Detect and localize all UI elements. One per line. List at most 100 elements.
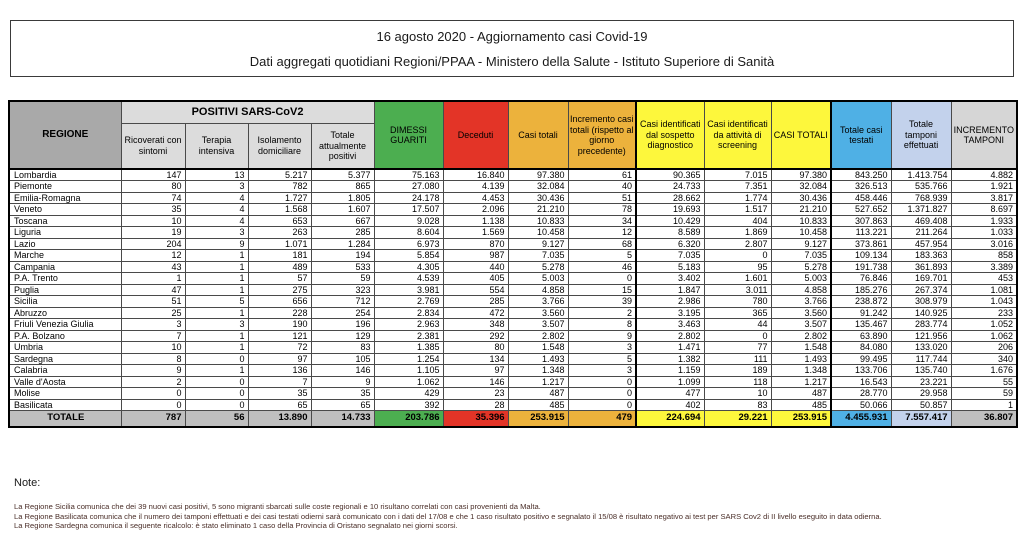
value-cell: 7.557.417 [890, 410, 952, 427]
value-cell: 1.805 [310, 191, 375, 204]
col-header-totale-attualmente-positivi: Totale attualmente positivi [310, 122, 375, 170]
value-cell: 224.694 [635, 410, 705, 427]
value-cell: 56 [184, 410, 249, 427]
value-cell: 0 [703, 249, 772, 262]
value-cell: 8 [120, 352, 186, 365]
table-body: Lombardia 147 13 5.217 5.377 75.163 16.840 97.3… [8, 168, 1018, 427]
value-cell: 40 [567, 180, 637, 193]
value-cell: 3.507 [507, 318, 569, 331]
value-cell: 50.857 [890, 398, 952, 411]
value-cell: 472 [442, 306, 509, 319]
value-cell: 485 [770, 398, 832, 411]
value-cell: 238.872 [830, 295, 892, 308]
value-cell: 10.458 [770, 226, 832, 239]
value-cell: 19.693 [635, 203, 705, 216]
table-row: Molise 0 0 35 35 429 23 487 0 477 10 487 28.770 29.95… [8, 387, 1018, 400]
value-cell: 782 [247, 180, 312, 193]
value-cell: 3.817 [950, 191, 1018, 204]
value-cell: 24.178 [373, 191, 444, 204]
table-row: Piemonte 80 3 782 865 27.080 4.139 32.084 40 24.7… [8, 180, 1018, 193]
value-cell: 135.467 [830, 318, 892, 331]
value-cell: 263 [247, 226, 312, 239]
value-cell: 489 [247, 260, 312, 273]
value-cell: 485 [507, 398, 569, 411]
value-cell: 15 [567, 283, 637, 296]
region-name-cell: Marche [8, 249, 122, 262]
value-cell: 1.548 [770, 341, 832, 354]
region-name-cell: Sicilia [8, 295, 122, 308]
value-cell: 5 [567, 249, 637, 262]
value-cell: 3 [184, 180, 249, 193]
value-cell: 533 [310, 260, 375, 273]
value-cell: 50.066 [830, 398, 892, 411]
col-header-incremento-casi-totali: Incremento casi totali (rispetto al gior… [567, 100, 637, 170]
value-cell: 21.210 [770, 203, 832, 216]
value-cell: 185.276 [830, 283, 892, 296]
value-cell: 129 [310, 329, 375, 342]
value-cell: 75.163 [373, 168, 444, 181]
value-cell: 5.377 [310, 168, 375, 181]
value-cell: 147 [120, 168, 186, 181]
value-cell: 0 [184, 398, 249, 411]
value-cell: 3 [184, 318, 249, 331]
value-cell: 65 [310, 398, 375, 411]
value-cell: 233 [950, 306, 1018, 319]
value-cell: 1 [184, 364, 249, 377]
value-cell: 204 [120, 237, 186, 250]
value-cell: 1.348 [507, 364, 569, 377]
note-line: La Regione Sardegna comunica il seguente… [14, 521, 458, 531]
value-cell: 16.840 [442, 168, 509, 181]
value-cell: 80 [442, 341, 509, 354]
region-name-cell: TOTALE [8, 410, 122, 427]
covid-data-table: REGIONE POSITIVI SARS-CoV2 DIMESSI GUARI… [8, 100, 1019, 428]
value-cell: 43 [120, 260, 186, 273]
value-cell: 535.766 [890, 180, 952, 193]
value-cell: 5.278 [507, 260, 569, 273]
value-cell: 1 [184, 283, 249, 296]
region-name-cell: Lazio [8, 237, 122, 250]
value-cell: 117.744 [890, 352, 952, 365]
value-cell: 3.389 [950, 260, 1018, 273]
region-name-cell: Abruzzo [8, 306, 122, 319]
region-name-cell: Molise [8, 387, 122, 400]
value-cell: 527.652 [830, 203, 892, 216]
value-cell: 8.604 [373, 226, 444, 239]
value-cell: 1.471 [635, 341, 705, 354]
table-row: Lombardia 147 13 5.217 5.377 75.163 16.840 97.3… [8, 168, 1018, 181]
value-cell: 404 [703, 214, 772, 227]
value-cell: 25 [120, 306, 186, 319]
value-cell: 275 [247, 283, 312, 296]
value-cell: 1 [950, 398, 1018, 411]
value-cell: 4.858 [507, 283, 569, 296]
value-cell: 1.217 [770, 375, 832, 388]
notes-heading: Note: [14, 477, 41, 489]
value-cell: 1.081 [950, 283, 1018, 296]
value-cell: 469.408 [890, 214, 952, 227]
bulletin-title: 16 agosto 2020 - Aggiornamento casi Covi… [376, 28, 648, 44]
value-cell: 7 [247, 375, 312, 388]
value-cell: 183.363 [890, 249, 952, 262]
value-cell: 5.003 [770, 272, 832, 285]
value-cell: 3.507 [770, 318, 832, 331]
value-cell: 2.963 [373, 318, 444, 331]
value-cell: 17.507 [373, 203, 444, 216]
value-cell: 5.854 [373, 249, 444, 262]
value-cell: 32.084 [507, 180, 569, 193]
value-cell: 72 [247, 341, 312, 354]
value-cell: 3.560 [770, 306, 832, 319]
value-cell: 429 [373, 387, 444, 400]
value-cell: 7 [120, 329, 186, 342]
value-cell: 9.028 [373, 214, 444, 227]
value-cell: 28.662 [635, 191, 705, 204]
value-cell: 24.733 [635, 180, 705, 193]
value-cell: 1 [120, 272, 186, 285]
value-cell: 1.676 [950, 364, 1018, 377]
value-cell: 5.278 [770, 260, 832, 273]
value-cell: 1 [184, 341, 249, 354]
notes-section: Note: La Regione Sicilia comunica che de… [14, 477, 1014, 531]
value-cell: 285 [310, 226, 375, 239]
value-cell: 194 [310, 249, 375, 262]
value-cell: 1.869 [703, 226, 772, 239]
value-cell: 4.139 [442, 180, 509, 193]
value-cell: 479 [567, 410, 637, 427]
